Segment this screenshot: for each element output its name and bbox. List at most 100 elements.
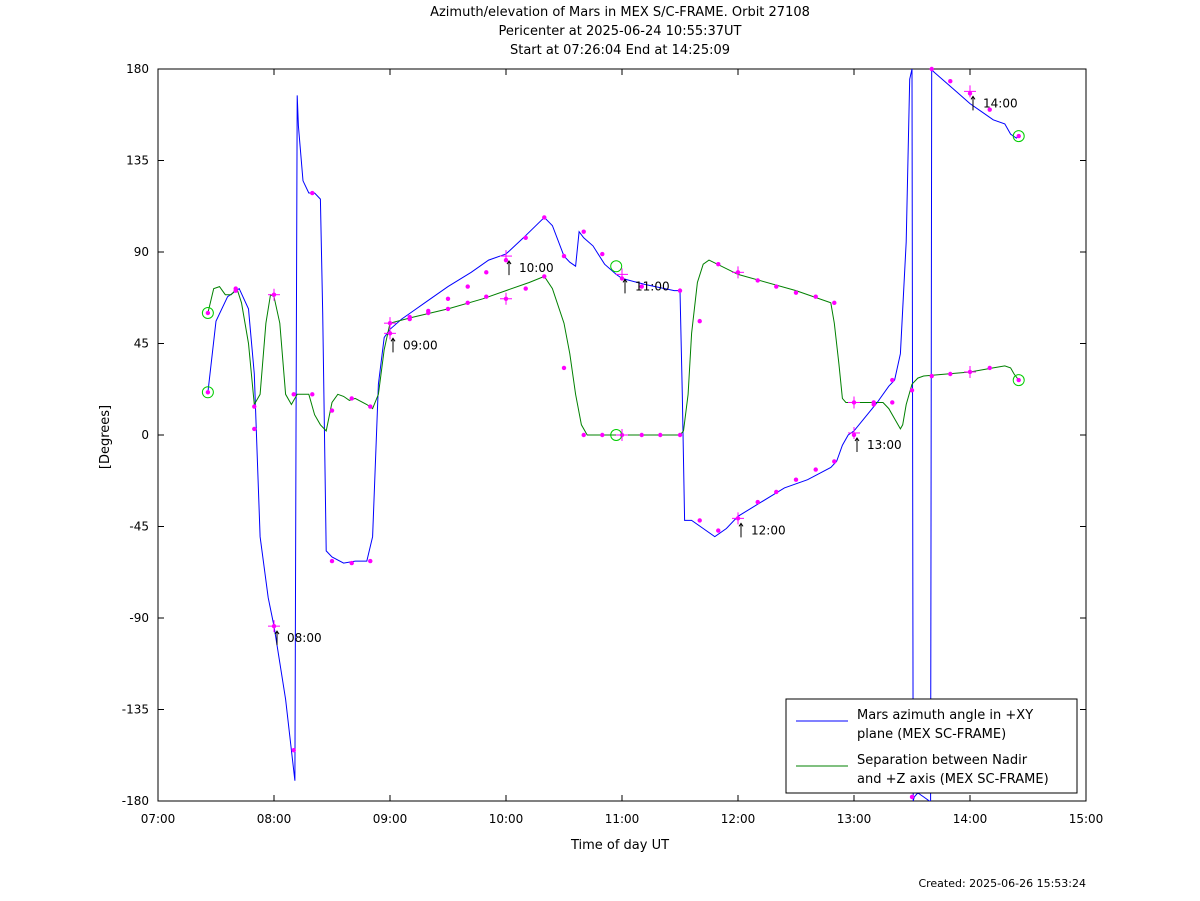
event-circle-marker	[610, 260, 623, 273]
data-point-marker	[677, 288, 683, 293]
x-tick-label: 13:00	[837, 812, 872, 826]
data-point-marker	[445, 306, 451, 312]
hour-label-arrowhead	[506, 260, 512, 265]
data-point-marker	[581, 229, 586, 234]
legend-box	[785, 698, 1078, 794]
data-point-marker	[349, 560, 354, 566]
data-point-marker	[832, 300, 837, 306]
legend-label: Separation between Nadir	[857, 753, 1028, 768]
x-tick-label: 09:00	[373, 812, 408, 826]
data-point-marker	[329, 408, 335, 413]
data-point-marker	[639, 284, 644, 289]
event-circle-marker	[201, 386, 214, 399]
y-axis-label: [Degrees]	[98, 405, 113, 469]
x-tick-label: 10:00	[489, 812, 524, 826]
data-point-marker	[774, 489, 779, 495]
y-tick-label: 0	[141, 428, 149, 442]
hour-label: 11:00	[635, 279, 670, 293]
hour-label-arrowhead	[738, 522, 744, 527]
legend-label: Mars azimuth angle in +XY	[857, 708, 1033, 723]
data-point-marker	[600, 432, 605, 438]
data-point-marker	[465, 300, 470, 306]
hour-label: 10:00	[519, 261, 554, 275]
data-point-marker	[1016, 133, 1021, 139]
data-point-marker	[465, 284, 470, 289]
data-point-marker	[600, 251, 605, 257]
event-circle-marker	[201, 307, 214, 319]
data-point-marker	[658, 432, 663, 438]
x-tick-label: 11:00	[605, 812, 640, 826]
data-point-marker	[716, 528, 721, 533]
data-point-marker	[948, 371, 953, 377]
data-point-marker	[233, 288, 238, 293]
data-point-marker	[205, 390, 211, 395]
data-point-marker	[368, 404, 373, 409]
data-point-marker	[368, 558, 373, 564]
data-point-marker	[310, 190, 315, 196]
legend: Mars azimuth angle in +XY plane (MEX SC-F…	[785, 698, 1078, 794]
data-point-marker	[426, 310, 431, 316]
data-point-marker	[252, 404, 257, 409]
data-point-marker	[716, 262, 721, 267]
x-tick-label: 08:00	[257, 812, 292, 826]
data-point-marker	[813, 294, 818, 299]
y-tick-label: 180	[126, 62, 149, 76]
data-point-marker	[987, 107, 992, 112]
data-point-marker	[909, 794, 915, 800]
x-tick-label: 15:00	[1069, 812, 1104, 826]
data-point-marker	[774, 284, 779, 289]
y-tick-label: 45	[134, 337, 149, 351]
x-tick-label: 07:00	[141, 812, 176, 826]
hour-label-arrowhead	[854, 437, 860, 442]
hour-label-arrowhead	[274, 630, 280, 635]
y-tick-label: 135	[126, 154, 149, 168]
data-point-marker	[291, 747, 296, 753]
legend-label: plane (MEX SC-FRAME)	[857, 727, 1006, 742]
series-line	[207, 259, 1020, 436]
hour-label-arrowhead	[970, 95, 976, 100]
hour-label: 13:00	[867, 438, 902, 452]
data-point-marker	[677, 432, 683, 438]
chart-title-line-2: Pericenter at 2025-06-24 10:55:37UT	[498, 24, 742, 39]
data-point-marker	[890, 400, 895, 405]
created-timestamp: Created: 2025-06-26 15:53:24	[918, 877, 1086, 890]
series-mars-azimuth	[207, 69, 1020, 801]
legend-label: and +Z axis (MEX SC-FRAME)	[857, 772, 1049, 787]
data-point-marker	[832, 459, 837, 464]
y-tick-label: -45	[129, 520, 149, 534]
y-tick-label: -180	[122, 794, 149, 808]
series-line	[207, 69, 1020, 801]
data-point-marker	[407, 314, 412, 320]
x-axis-label: Time of day UT	[570, 838, 669, 853]
series-markers-1	[201, 262, 1025, 441]
data-point-marker	[291, 392, 296, 397]
hour-label: 09:00	[403, 338, 438, 352]
data-point-marker	[445, 296, 451, 301]
event-circle-marker	[1012, 130, 1025, 143]
series-markers-0: 08:00 09:00 10:00 11:00 12:00 13:00 14:00	[201, 66, 1025, 800]
hour-label: 14:00	[983, 96, 1018, 110]
hour-label-arrowhead	[390, 337, 396, 342]
data-point-marker	[755, 499, 760, 505]
data-point-marker	[561, 253, 567, 259]
data-point-marker	[329, 558, 335, 564]
hour-label: 08:00	[287, 631, 322, 645]
x-tick-label: 14:00	[953, 812, 988, 826]
data-point-marker	[1016, 377, 1021, 383]
data-point-marker	[929, 66, 934, 72]
data-point-marker	[987, 365, 992, 371]
chart-title-line-3: Start at 07:26:04 End at 14:25:09	[509, 43, 731, 58]
data-point-marker	[909, 388, 915, 393]
data-point-marker	[948, 79, 953, 84]
data-point-marker	[523, 235, 528, 240]
data-point-marker	[890, 377, 895, 383]
data-point-marker	[871, 400, 876, 405]
data-point-marker	[929, 373, 934, 379]
data-point-marker	[697, 518, 702, 523]
y-tick-label: 90	[134, 245, 149, 259]
data-point-marker	[755, 278, 760, 283]
chart-title-line-1: Azimuth/elevation of Mars in MEX S/C-FRA…	[430, 5, 810, 20]
data-point-marker	[484, 294, 489, 299]
data-point-marker	[581, 432, 586, 438]
